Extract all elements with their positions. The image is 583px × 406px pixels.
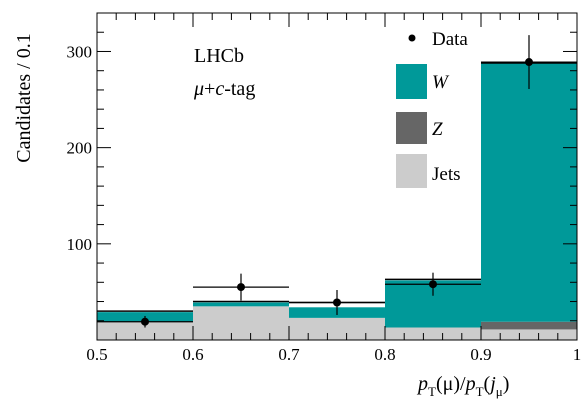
experiment-label: LHCb — [194, 45, 244, 67]
legend-item-jets: Jets — [396, 154, 461, 188]
bar-z-bin-5 — [481, 321, 577, 330]
y-tick-label: 300 — [67, 42, 93, 61]
legend-swatch-w — [396, 64, 427, 99]
x-axis-title: pT(μ)/pT(jμ) — [416, 373, 509, 399]
legend-item-data: Data — [408, 29, 468, 50]
legend-swatch-z — [396, 112, 427, 144]
legend: Data W Z Jets — [396, 29, 468, 188]
x-tick-label: 0.8 — [374, 345, 395, 364]
data-point-2 — [237, 283, 245, 292]
y-tick-label: 200 — [67, 139, 93, 158]
tag-label: μ+c-tag — [193, 78, 255, 100]
legend-swatch-jets — [396, 154, 427, 188]
legend-data-marker — [408, 34, 416, 42]
axis-ticks — [96, 12, 578, 340]
bar-jets-bin-3 — [289, 317, 385, 340]
legend-label-jets: Jets — [432, 164, 461, 185]
bar-w-bin-2 — [193, 302, 289, 307]
data-point-5 — [525, 58, 533, 67]
legend-item-w: W — [396, 64, 450, 99]
x-tick-label: 0.6 — [182, 345, 203, 364]
data-points — [97, 35, 577, 328]
legend-label-z: Z — [432, 119, 443, 140]
tick-labels: 0.5 0.6 0.7 0.8 0.9 1 100 200 300 — [67, 42, 582, 364]
legend-item-z: Z — [396, 112, 443, 144]
bar-jets-bin-4 — [385, 327, 481, 340]
data-point-4 — [429, 280, 437, 289]
legend-label-data: Data — [432, 29, 468, 50]
data-point-3 — [333, 298, 341, 307]
bar-w-bin-5 — [481, 62, 577, 322]
x-tick-label: 0.9 — [470, 345, 491, 364]
x-tick-label: 0.5 — [86, 345, 107, 364]
plot-frame — [96, 12, 578, 341]
bar-jets-bin-5 — [481, 329, 577, 340]
data-point-1 — [141, 317, 149, 326]
y-tick-label: 100 — [67, 235, 93, 254]
legend-label-w: W — [432, 72, 450, 93]
x-tick-label: 0.7 — [278, 345, 300, 364]
bar-jets-bin-2 — [193, 306, 289, 340]
y-axis-title: Candidates / 0.1 — [13, 33, 35, 162]
bar-jets-bin-1 — [97, 321, 193, 340]
x-tick-label: 1 — [573, 345, 582, 364]
